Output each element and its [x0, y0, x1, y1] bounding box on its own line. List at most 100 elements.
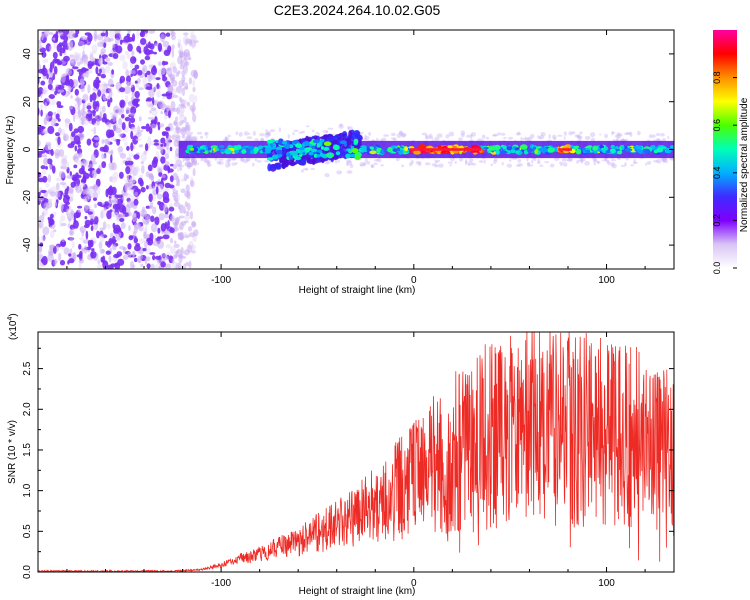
spectrogram-cell — [42, 226, 50, 236]
spectrogram-cell — [152, 254, 156, 261]
spectrogram-cell — [167, 220, 170, 229]
spectrogram-cell — [158, 213, 165, 221]
spectrogram-cell — [323, 146, 330, 151]
spectrogram-cell — [190, 69, 198, 78]
spectrogram-cell — [107, 132, 115, 138]
spectrogram-cell — [130, 142, 134, 152]
spectrogram-cell — [173, 139, 180, 147]
spectrogram-cell — [147, 164, 153, 172]
spectrogram-cell — [607, 159, 610, 163]
spectrogram-cell — [41, 154, 48, 158]
spectrogram-cell — [77, 144, 82, 148]
spectrogram-cell — [349, 164, 354, 168]
spectrogram-cell — [554, 157, 560, 162]
spectrogram-cell — [114, 30, 121, 35]
spectrogram-cell — [94, 203, 97, 209]
spectrogram-cell — [73, 152, 81, 160]
spectrogram-cell — [145, 171, 150, 178]
spectrogram-cell — [191, 221, 197, 227]
spectrogram-cell — [132, 127, 139, 133]
spectrogram-cell — [105, 250, 111, 255]
spectrogram-cell — [610, 162, 615, 167]
spectrogram-cell — [76, 214, 79, 219]
spectrogram-cell — [103, 144, 109, 153]
spectrogram-cell — [94, 58, 98, 66]
spectrogram-cell — [642, 148, 651, 154]
spectrogram-cell — [42, 58, 49, 63]
spectrogram-cell — [87, 111, 91, 115]
spectrogram-cell — [53, 245, 57, 254]
spectrogram-cell — [579, 131, 583, 135]
spectrogram-cell — [168, 184, 175, 189]
spectrogram-cell — [105, 241, 108, 246]
spectrogram-cell — [62, 164, 67, 169]
spectrogram-cell — [615, 134, 619, 138]
spectrogram-cell — [158, 171, 163, 177]
spectrogram-cell — [315, 131, 319, 135]
spectrogram-cell — [369, 150, 377, 155]
spectrogram-cell — [93, 30, 98, 40]
spectrogram-cell — [335, 151, 341, 156]
spectrogram-cell — [76, 174, 82, 179]
snr-plot-area — [38, 332, 674, 572]
spectrogram-cell — [165, 126, 171, 131]
spectrogram-cell — [104, 36, 111, 43]
spectrogram-cell — [347, 126, 353, 131]
spectrogram-cell — [181, 232, 188, 237]
spectrogram-cell — [520, 144, 528, 150]
spectrogram-cell — [83, 118, 89, 126]
spectrogram-cell — [74, 88, 80, 96]
spectrogram-cell — [47, 198, 52, 204]
spectrogram-cell — [64, 194, 69, 198]
spectrogram-cell — [662, 159, 666, 163]
spectrogram-cell — [38, 68, 44, 74]
spectrogram-cell — [122, 61, 128, 70]
spectrogram-cell — [199, 135, 204, 139]
spectrogram-cell — [540, 132, 546, 137]
spectrogram-cell — [492, 133, 499, 137]
spectrogram-cell — [224, 136, 228, 142]
spectrogram-cell — [87, 240, 92, 246]
spectrogram-cell — [471, 162, 477, 166]
spectrogram-cell — [225, 137, 230, 141]
spectrogram-cell — [270, 129, 276, 133]
spectrogram-cell — [42, 86, 48, 96]
spectrogram-cell — [99, 111, 103, 120]
spectrogram-cell — [116, 198, 123, 205]
spectrogram-cell — [173, 121, 177, 126]
snr-frame — [37, 331, 675, 573]
spectrogram-cell — [624, 132, 630, 136]
spectrogram-cell — [303, 141, 311, 147]
spectrogram-cell — [110, 112, 115, 116]
spectrogram-cell — [169, 175, 174, 183]
spectrogram-cell — [43, 157, 49, 166]
spectrogram-cell — [145, 123, 150, 132]
spectrogram-cell — [174, 194, 180, 197]
spectrogram-cell — [150, 215, 155, 223]
spectrogram-cell — [56, 61, 62, 66]
spectrogram-cell — [621, 138, 625, 142]
spectrogram-cell — [58, 127, 62, 134]
spectrogram-cell — [299, 149, 306, 153]
spectrogram-cell — [111, 69, 114, 75]
spectrogram-cell — [500, 132, 506, 136]
spectrogram-cell — [337, 160, 341, 163]
spectrogram-cell — [163, 164, 170, 171]
spectrogram-cell — [338, 123, 344, 129]
spectrogram-cell — [54, 90, 57, 96]
spectrogram-cell — [596, 160, 600, 164]
spectrogram-cell — [162, 40, 170, 48]
spectrogram-cell — [241, 149, 247, 154]
spectrogram-cell — [99, 227, 105, 231]
spectrogram-cell — [257, 145, 264, 150]
spectrogram-cell — [517, 158, 522, 163]
spectrogram-cell — [153, 51, 157, 55]
spectrogram-cell — [205, 160, 212, 164]
spectrogram-cell — [103, 154, 107, 160]
spectrogram-cell — [584, 135, 591, 140]
spectrogram-cell — [431, 163, 438, 167]
spectrogram-xtick-label: 100 — [598, 275, 615, 286]
spectrogram-cell — [526, 157, 529, 162]
spectrogram-cell — [90, 153, 96, 163]
spectrogram-cell — [58, 170, 66, 179]
